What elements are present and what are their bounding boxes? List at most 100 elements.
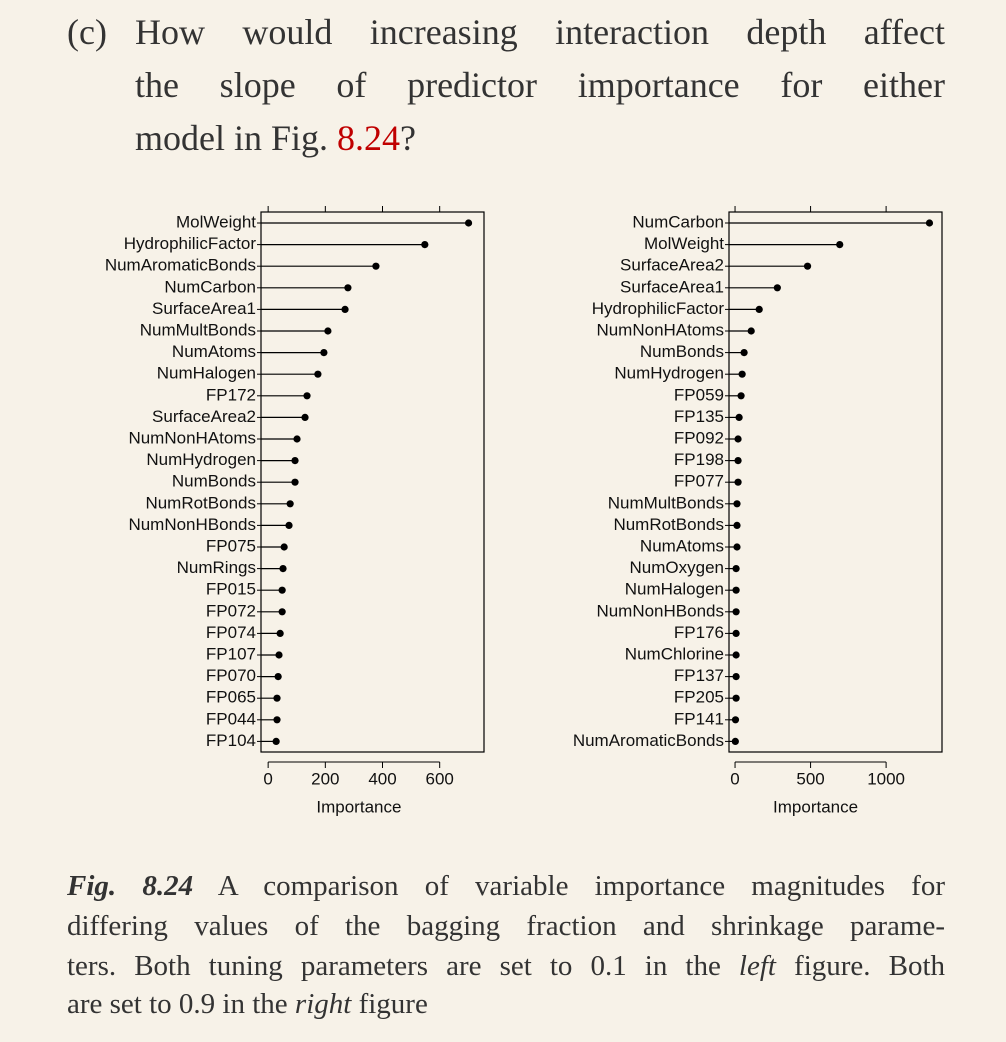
category-label: FP205 xyxy=(674,688,724,707)
question-line: How would increasing interaction depth a… xyxy=(135,12,945,52)
caption-emphasis: right xyxy=(294,988,352,1020)
category-label: SurfaceArea2 xyxy=(620,256,724,275)
x-tick-label: 500 xyxy=(796,769,824,788)
category-label: MolWeight xyxy=(644,234,724,253)
dot xyxy=(733,500,741,508)
category-label: FP015 xyxy=(206,580,256,599)
dot xyxy=(732,673,740,681)
dot xyxy=(733,543,741,551)
dot xyxy=(372,262,380,270)
category-label: SurfaceArea1 xyxy=(152,299,256,318)
category-label: NumBonds xyxy=(172,472,256,491)
category-label: NumNonHAtoms xyxy=(128,428,256,447)
dot xyxy=(747,327,755,335)
dot xyxy=(275,651,283,659)
caption-line: Fig. 8.24 A comparison of variable impor… xyxy=(67,866,945,906)
dot xyxy=(272,737,280,746)
category-label: FP135 xyxy=(674,407,724,426)
category-label: NumNonHBonds xyxy=(596,601,724,620)
category-label: NumRings xyxy=(177,558,256,577)
dot xyxy=(755,305,763,313)
category-label: FP072 xyxy=(206,601,256,620)
category-label: FP065 xyxy=(206,688,256,707)
dot xyxy=(732,586,740,594)
dot xyxy=(278,608,286,616)
category-label: NumHalogen xyxy=(157,364,256,383)
question-line: the slope of predictor importance for ei… xyxy=(135,65,945,105)
dot xyxy=(731,737,739,746)
category-label: FP198 xyxy=(674,450,724,469)
category-label: NumCarbon xyxy=(164,277,256,296)
category-label: NumNonHAtoms xyxy=(596,320,724,339)
category-label: HydrophilicFactor xyxy=(124,234,257,253)
caption-label: Fig. 8.24 xyxy=(67,870,194,902)
figure-ref[interactable]: 8.24 xyxy=(337,118,401,158)
dot xyxy=(732,629,740,638)
dot xyxy=(734,478,742,486)
question-line: model in Fig. 8.24? xyxy=(135,112,945,165)
plot-frame xyxy=(728,211,943,753)
caption-emphasis: left xyxy=(738,950,776,982)
x-tick-label: 0 xyxy=(730,769,739,788)
question-end: ? xyxy=(400,118,416,158)
category-label: NumMultBonds xyxy=(140,320,256,339)
category-label: NumAromaticBonds xyxy=(105,256,256,275)
dot xyxy=(803,262,812,270)
dot xyxy=(291,478,299,486)
category-label: HydrophilicFactor xyxy=(592,299,725,318)
category-label: NumAtoms xyxy=(640,536,724,555)
category-label: FP044 xyxy=(206,709,256,728)
caption-line: are set to 0.9 in the right figure xyxy=(67,984,945,1024)
x-tick-label: 400 xyxy=(368,769,396,788)
dot xyxy=(731,716,740,724)
category-label: NumHalogen xyxy=(625,580,724,599)
category-label: FP172 xyxy=(206,385,256,404)
category-label: SurfaceArea1 xyxy=(620,277,724,296)
dot xyxy=(293,435,301,443)
dot xyxy=(314,370,322,378)
dot xyxy=(737,392,745,400)
category-label: NumMultBonds xyxy=(608,493,724,512)
dot xyxy=(732,565,740,573)
dot xyxy=(291,457,299,465)
category-label: FP104 xyxy=(206,731,256,750)
caption-text: are set to 0.9 in the xyxy=(67,988,295,1020)
dot xyxy=(344,284,352,292)
category-label: NumNonHBonds xyxy=(128,515,256,534)
dot xyxy=(732,694,740,702)
category-label: FP107 xyxy=(206,644,256,663)
category-label: FP077 xyxy=(674,472,724,491)
dot xyxy=(274,673,282,681)
dot xyxy=(925,219,934,227)
dot xyxy=(734,435,742,443)
dot xyxy=(734,457,742,465)
category-label: FP176 xyxy=(674,623,724,642)
category-label: NumChlorine xyxy=(625,644,724,663)
question-label: (c) xyxy=(67,12,107,52)
category-label: NumCarbon xyxy=(632,212,724,231)
category-label: FP070 xyxy=(206,666,256,685)
dot xyxy=(301,413,309,421)
dot xyxy=(464,219,473,227)
category-label: NumOxygen xyxy=(630,558,724,577)
x-tick-label: 600 xyxy=(425,769,453,788)
caption-line: differing values of the bagging fraction… xyxy=(67,910,945,942)
x-tick-label: 0 xyxy=(263,769,272,788)
category-label: NumBonds xyxy=(640,342,724,361)
dot xyxy=(280,543,288,551)
dot xyxy=(278,586,286,594)
x-axis-label: Importance xyxy=(773,797,858,816)
caption-text: figure. Both xyxy=(775,950,945,982)
category-label: FP074 xyxy=(206,623,256,642)
dot xyxy=(735,413,743,421)
category-label: FP092 xyxy=(674,428,724,447)
dot xyxy=(421,241,429,249)
dot xyxy=(276,629,284,638)
dot xyxy=(341,305,349,313)
category-label: NumAtoms xyxy=(172,342,256,361)
dot xyxy=(320,349,328,357)
x-tick-label: 1000 xyxy=(867,769,905,788)
dot xyxy=(732,651,740,659)
caption-text: A comparison of variable importance magn… xyxy=(217,870,945,902)
